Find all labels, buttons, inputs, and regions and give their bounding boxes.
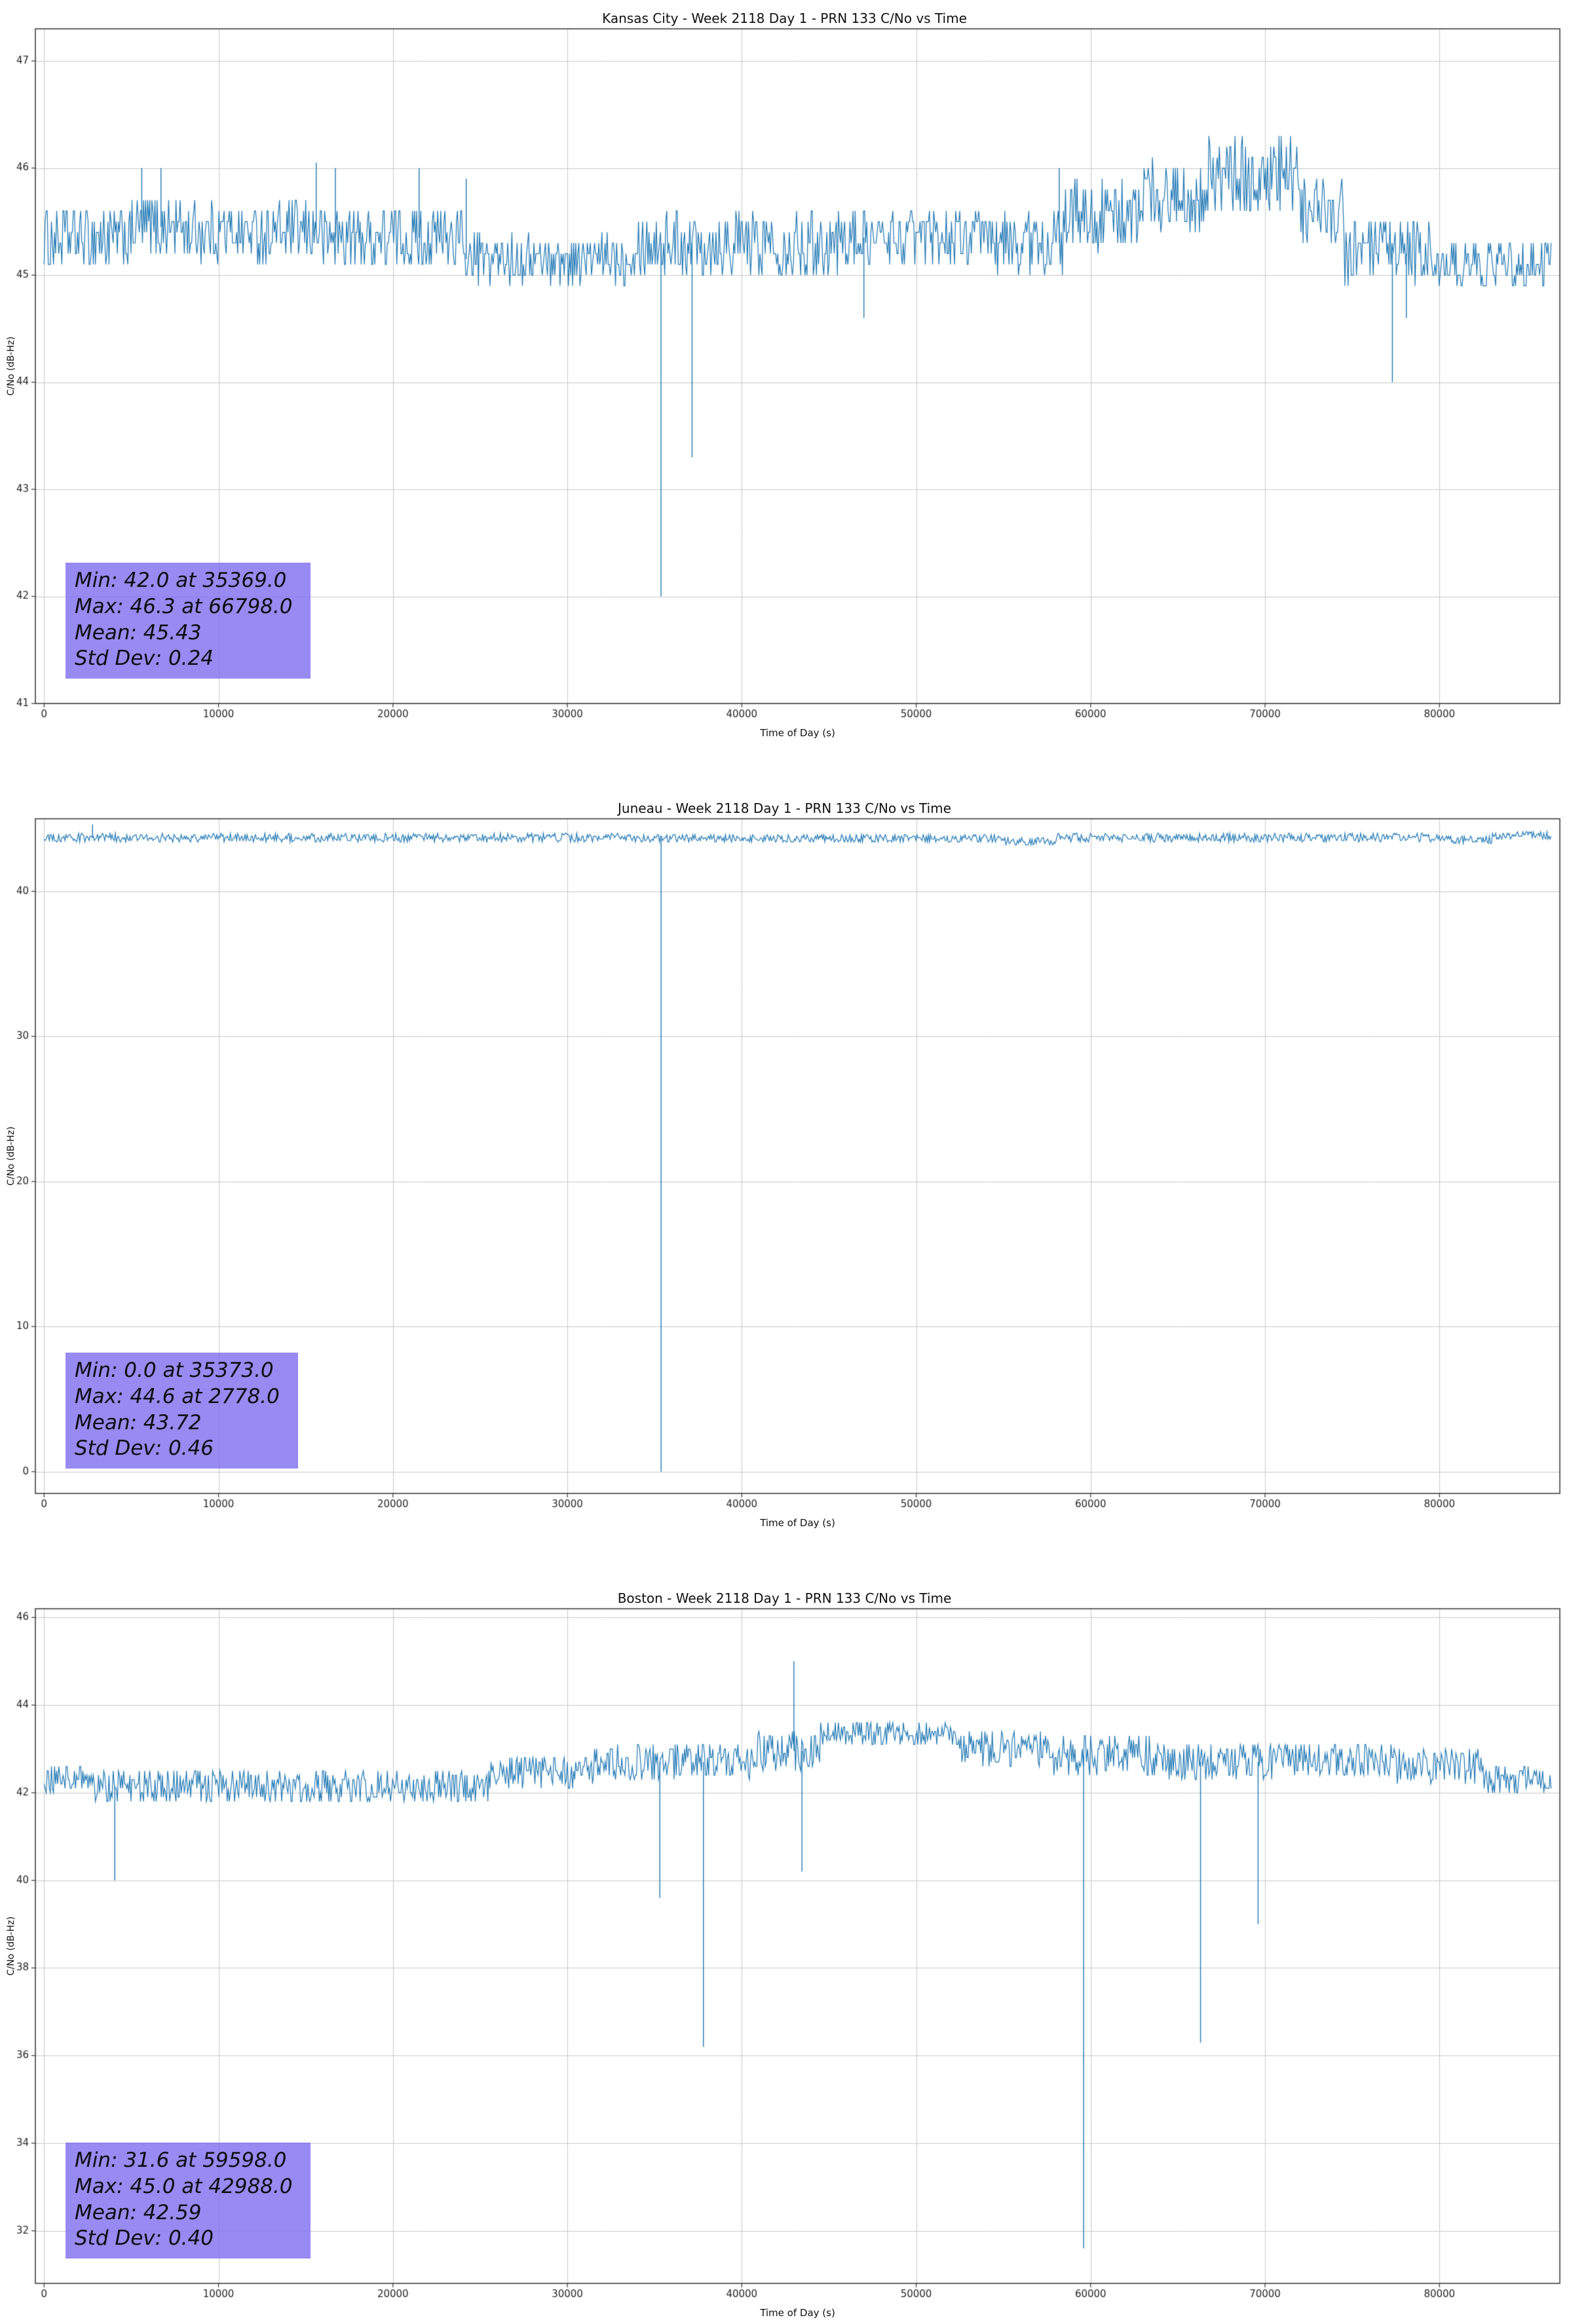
stats-box: Min: 42.0 at 35369.0 Max: 46.3 at 66798.… [66, 563, 311, 679]
chart-title: Boston - Week 2118 Day 1 - PRN 133 C/No … [617, 1590, 952, 1606]
stats-mean: Mean: 45.43 [75, 620, 202, 645]
stats-max: Max: 44.6 at 2778.0 [75, 1384, 280, 1408]
stats-min: Min: 0.0 at 35373.0 [75, 1359, 274, 1383]
stats-max: Max: 46.3 at 66798.0 [75, 594, 293, 618]
chart-kansas-city: Kansas City - Week 2118 Day 1 - PRN 133 … [0, 0, 1569, 744]
stats-min: Min: 42.0 at 35369.0 [75, 569, 287, 593]
stats-mean: Mean: 43.72 [75, 1410, 202, 1434]
x-axis-label: Time of Day (s) [760, 727, 835, 739]
stats-min: Min: 31.6 at 59598.0 [75, 2148, 287, 2173]
stats-box: Min: 31.6 at 59598.0 Max: 45.0 at 42988.… [66, 2143, 311, 2258]
x-axis-label: Time of Day (s) [760, 1517, 835, 1529]
x-axis-label: Time of Day (s) [760, 2307, 835, 2319]
chart-title: Juneau - Week 2118 Day 1 - PRN 133 C/No … [618, 800, 951, 816]
chart-juneau: Juneau - Week 2118 Day 1 - PRN 133 C/No … [0, 790, 1569, 1534]
stats-stddev: Std Dev: 0.40 [75, 2226, 214, 2251]
stats-stddev: Std Dev: 0.24 [75, 647, 214, 671]
stats-mean: Mean: 42.59 [75, 2200, 202, 2224]
stats-stddev: Std Dev: 0.46 [75, 1436, 214, 1461]
chart-boston: Boston - Week 2118 Day 1 - PRN 133 C/No … [0, 1580, 1569, 2324]
stats-box: Min: 0.0 at 35373.0 Max: 44.6 at 2778.0 … [66, 1353, 298, 1469]
chart-title: Kansas City - Week 2118 Day 1 - PRN 133 … [602, 10, 967, 26]
stats-max: Max: 45.0 at 42988.0 [75, 2174, 293, 2198]
